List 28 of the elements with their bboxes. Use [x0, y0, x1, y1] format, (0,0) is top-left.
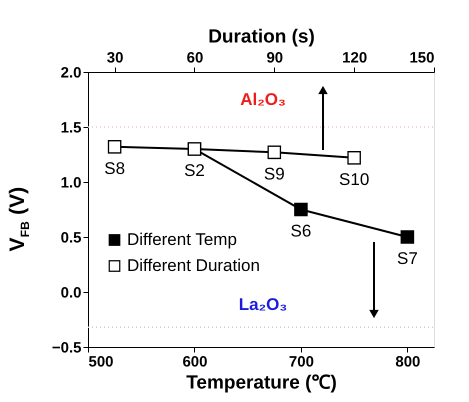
- legend-label: Different Temp: [127, 230, 237, 249]
- y-tick-label: 0.5: [60, 230, 82, 246]
- annotation: Al₂O₃: [240, 90, 286, 109]
- annotation: S7: [396, 249, 418, 268]
- annotation: S2: [184, 161, 205, 180]
- annotation: S6: [290, 222, 312, 240]
- y-tick-label: 0.0: [60, 284, 82, 302]
- x2-axis-title: Duration (s): [208, 26, 315, 48]
- x2-tick-label: 60: [186, 50, 204, 66]
- y-tick-label: 2.0: [60, 64, 82, 82]
- x2-tick-label: 120: [342, 50, 368, 66]
- x2-tick-label: 30: [106, 50, 124, 66]
- y-tick-label: −0.5: [52, 340, 82, 356]
- x-tick-label: 800: [395, 354, 420, 370]
- annotation: S8: [104, 158, 126, 178]
- y-axis-title: VFB (V): [6, 186, 32, 252]
- x-tick-label: 600: [182, 354, 208, 370]
- x-tick-label: 500: [88, 354, 114, 370]
- y-tick-label: 1.5: [60, 120, 82, 136]
- annotation: La₂O₃: [238, 295, 288, 314]
- x-tick-label: 700: [288, 354, 314, 370]
- x2-tick-label: 150: [409, 50, 434, 66]
- y-tick-label: 1.0: [60, 174, 82, 192]
- x-axis-title: Temperature (℃): [186, 372, 337, 394]
- legend-label: Different Duration: [127, 256, 260, 275]
- annotation: S9: [264, 164, 285, 184]
- x2-tick-label: 90: [266, 50, 284, 66]
- annotation: S10: [339, 170, 370, 189]
